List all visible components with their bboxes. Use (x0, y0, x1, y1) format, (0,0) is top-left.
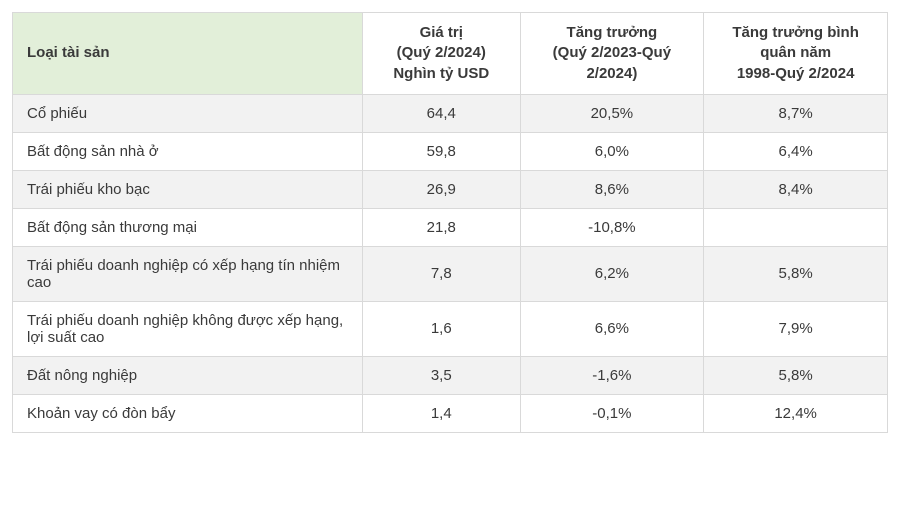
table-row: Trái phiếu doanh nghiệp có xếp hạng tín … (13, 246, 888, 301)
cell-asset-type: Bất động sản nhà ở (13, 132, 363, 170)
cell-value: 3,5 (363, 356, 521, 394)
cell-asset-type: Khoản vay có đòn bẩy (13, 394, 363, 432)
cell-asset-type: Trái phiếu doanh nghiệp không được xếp h… (13, 301, 363, 356)
cell-value: 21,8 (363, 208, 521, 246)
table-row: Đất nông nghiệp3,5-1,6%5,8% (13, 356, 888, 394)
cell-value: 64,4 (363, 94, 521, 132)
table-row: Trái phiếu kho bạc26,98,6%8,4% (13, 170, 888, 208)
col-header-avg-growth: Tăng trưởng bình quân năm1998-Quý 2/2024 (704, 13, 888, 95)
table-row: Trái phiếu doanh nghiệp không được xếp h… (13, 301, 888, 356)
cell-avg-growth (704, 208, 888, 246)
cell-avg-growth: 6,4% (704, 132, 888, 170)
asset-table: Loại tài sản Giá trị(Quý 2/2024)Nghìn tỷ… (12, 12, 888, 433)
cell-growth: -0,1% (520, 394, 704, 432)
cell-value: 1,4 (363, 394, 521, 432)
cell-avg-growth: 7,9% (704, 301, 888, 356)
table-row: Khoản vay có đòn bẩy1,4-0,1%12,4% (13, 394, 888, 432)
cell-growth: 20,5% (520, 94, 704, 132)
cell-growth: -10,8% (520, 208, 704, 246)
cell-avg-growth: 12,4% (704, 394, 888, 432)
cell-avg-growth: 5,8% (704, 246, 888, 301)
table-row: Bất động sản thương mại21,8-10,8% (13, 208, 888, 246)
cell-avg-growth: 8,7% (704, 94, 888, 132)
cell-asset-type: Trái phiếu doanh nghiệp có xếp hạng tín … (13, 246, 363, 301)
cell-avg-growth: 5,8% (704, 356, 888, 394)
cell-asset-type: Bất động sản thương mại (13, 208, 363, 246)
table-body: Cổ phiếu64,420,5%8,7%Bất động sản nhà ở5… (13, 94, 888, 432)
cell-value: 1,6 (363, 301, 521, 356)
cell-growth: 6,0% (520, 132, 704, 170)
cell-growth: 8,6% (520, 170, 704, 208)
cell-asset-type: Đất nông nghiệp (13, 356, 363, 394)
cell-value: 26,9 (363, 170, 521, 208)
cell-growth: 6,2% (520, 246, 704, 301)
table-row: Bất động sản nhà ở59,86,0%6,4% (13, 132, 888, 170)
cell-growth: -1,6% (520, 356, 704, 394)
cell-value: 59,8 (363, 132, 521, 170)
cell-avg-growth: 8,4% (704, 170, 888, 208)
table-header-row: Loại tài sản Giá trị(Quý 2/2024)Nghìn tỷ… (13, 13, 888, 95)
cell-growth: 6,6% (520, 301, 704, 356)
col-header-value: Giá trị(Quý 2/2024)Nghìn tỷ USD (363, 13, 521, 95)
cell-asset-type: Trái phiếu kho bạc (13, 170, 363, 208)
table-row: Cổ phiếu64,420,5%8,7% (13, 94, 888, 132)
cell-asset-type: Cổ phiếu (13, 94, 363, 132)
cell-value: 7,8 (363, 246, 521, 301)
col-header-asset-type: Loại tài sản (13, 13, 363, 95)
col-header-growth: Tăng trưởng(Quý 2/2023-Quý 2/2024) (520, 13, 704, 95)
